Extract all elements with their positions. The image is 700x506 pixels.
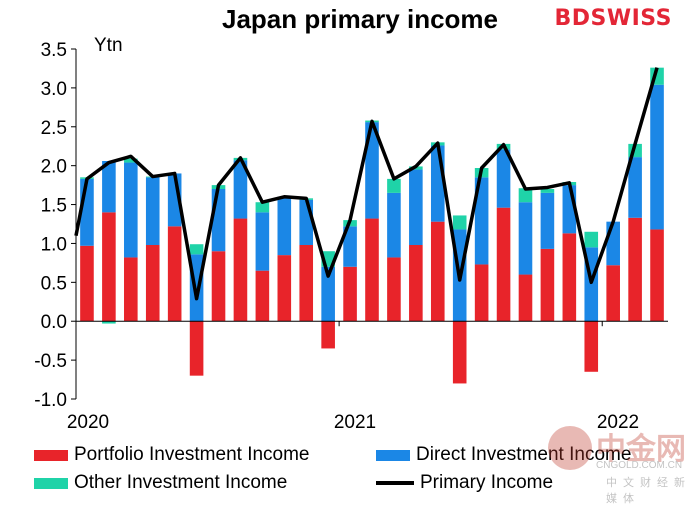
legend-primary: Primary Income xyxy=(376,472,553,494)
y-tick-label: -0.5 xyxy=(34,351,67,372)
bar-portfolio xyxy=(584,321,599,372)
y-axis-label: Ytn xyxy=(94,35,123,56)
bar-portfolio xyxy=(299,245,314,322)
bar-direct xyxy=(606,221,620,266)
bar-portfolio xyxy=(474,264,489,322)
bar-direct xyxy=(365,122,379,219)
legend-label-other: Other Investment Income xyxy=(74,472,288,493)
bar-portfolio xyxy=(496,207,511,322)
bar-direct xyxy=(277,196,292,256)
watermark-name: 中金网 xyxy=(596,432,686,467)
y-tick-label: 2.0 xyxy=(41,157,67,178)
bar-other xyxy=(124,158,138,163)
x-tick-label: 2021 xyxy=(334,412,376,433)
bar-portfolio xyxy=(211,251,226,322)
bar-portfolio xyxy=(80,245,94,322)
primary-income-path xyxy=(74,67,659,301)
bar-direct xyxy=(518,202,533,275)
bar-direct xyxy=(255,212,270,271)
bar-other xyxy=(255,202,270,213)
y-tick-label: 2.5 xyxy=(41,118,67,139)
bar-direct xyxy=(387,192,401,258)
bar-portfolio xyxy=(189,321,204,376)
bar-portfolio xyxy=(124,257,138,322)
bar-direct xyxy=(650,84,664,230)
bar-other xyxy=(189,244,204,255)
bars xyxy=(80,67,664,384)
bar-direct xyxy=(299,199,314,245)
x-tick-label: 2022 xyxy=(597,412,639,433)
y-tick-label: -1.0 xyxy=(34,390,67,411)
legend-portfolio: Portfolio Investment Income xyxy=(34,444,310,466)
bar-other xyxy=(540,189,555,193)
bar-portfolio xyxy=(233,218,248,322)
bar-other xyxy=(102,321,116,324)
chart-plot: 3.5 3.0 2.5 2.0 1.5 1.0 0.5 0.0 -0.5 -1.0 Ytn 2020… xyxy=(34,35,668,433)
y-axis: 3.5 3.0 2.5 2.0 1.5 1.0 0.5 0.0 -0.5 -1.0 Ytn xyxy=(34,35,122,411)
chart-title: Japan primary income xyxy=(222,4,498,34)
legend-label-portfolio: Portfolio Investment Income xyxy=(74,444,310,465)
bar-direct xyxy=(474,177,489,265)
bar-direct xyxy=(343,226,357,267)
bar-portfolio xyxy=(628,217,642,322)
y-tick-label: 3.0 xyxy=(41,79,67,100)
bar-portfolio xyxy=(167,226,182,322)
bar-portfolio xyxy=(562,233,577,322)
brand-logo: BDSWISS xyxy=(554,6,672,31)
bar-direct xyxy=(540,192,555,249)
bar-direct xyxy=(124,162,138,258)
bar-other xyxy=(584,231,599,248)
legend-label-primary: Primary Income xyxy=(420,472,554,493)
y-tick-label: 0.5 xyxy=(41,273,67,294)
bar-portfolio xyxy=(102,212,116,322)
bar-portfolio xyxy=(650,229,664,322)
y-tick-label: 1.5 xyxy=(41,196,67,217)
y-tick-label: 3.5 xyxy=(41,40,67,61)
bar-direct xyxy=(145,177,160,245)
watermark: 中金网 CNGOLD.COM.CN 中文财经新媒体 xyxy=(544,420,694,505)
bar-portfolio xyxy=(321,321,335,349)
watermark-logo-icon xyxy=(548,426,592,470)
bar-direct xyxy=(211,189,226,252)
bar-portfolio xyxy=(452,321,467,384)
bar-direct xyxy=(496,149,511,208)
x-axis: 2020 2021 2022 xyxy=(67,320,668,433)
legend-swatch-direct xyxy=(376,449,410,461)
bar-portfolio xyxy=(145,245,160,322)
bar-direct xyxy=(102,161,116,213)
legend-other: Other Investment Income xyxy=(34,472,287,494)
primary-income-line xyxy=(74,67,659,301)
legend-swatch-primary xyxy=(376,481,414,485)
bar-portfolio xyxy=(343,266,357,322)
bar-portfolio xyxy=(387,257,401,322)
bar-other xyxy=(387,178,401,193)
bar-portfolio xyxy=(540,248,555,322)
bar-direct xyxy=(628,157,642,218)
legend-direct: Direct Investment Income xyxy=(376,444,631,466)
y-tick-label: 0.0 xyxy=(41,312,67,333)
bar-portfolio xyxy=(606,265,620,322)
bar-portfolio xyxy=(518,274,533,322)
bar-other xyxy=(518,188,533,203)
x-tick-label: 2020 xyxy=(67,412,109,433)
bar-other xyxy=(452,215,467,230)
bar-direct xyxy=(409,169,423,245)
legend-swatch-other xyxy=(34,477,68,489)
bar-direct xyxy=(321,266,335,322)
watermark-sub2: 中文财经新媒体 xyxy=(606,477,691,505)
legend-swatch-portfolio xyxy=(34,449,68,461)
bar-portfolio xyxy=(277,255,292,322)
bar-portfolio xyxy=(365,218,379,322)
bar-portfolio xyxy=(255,270,270,322)
bar-portfolio xyxy=(430,221,445,322)
bar-portfolio xyxy=(409,245,423,322)
bar-direct xyxy=(233,160,248,219)
legend-label-direct: Direct Investment Income xyxy=(416,444,632,465)
watermark-sub: CNGOLD.COM.CN xyxy=(596,460,683,471)
y-tick-label: 1.0 xyxy=(41,234,67,255)
